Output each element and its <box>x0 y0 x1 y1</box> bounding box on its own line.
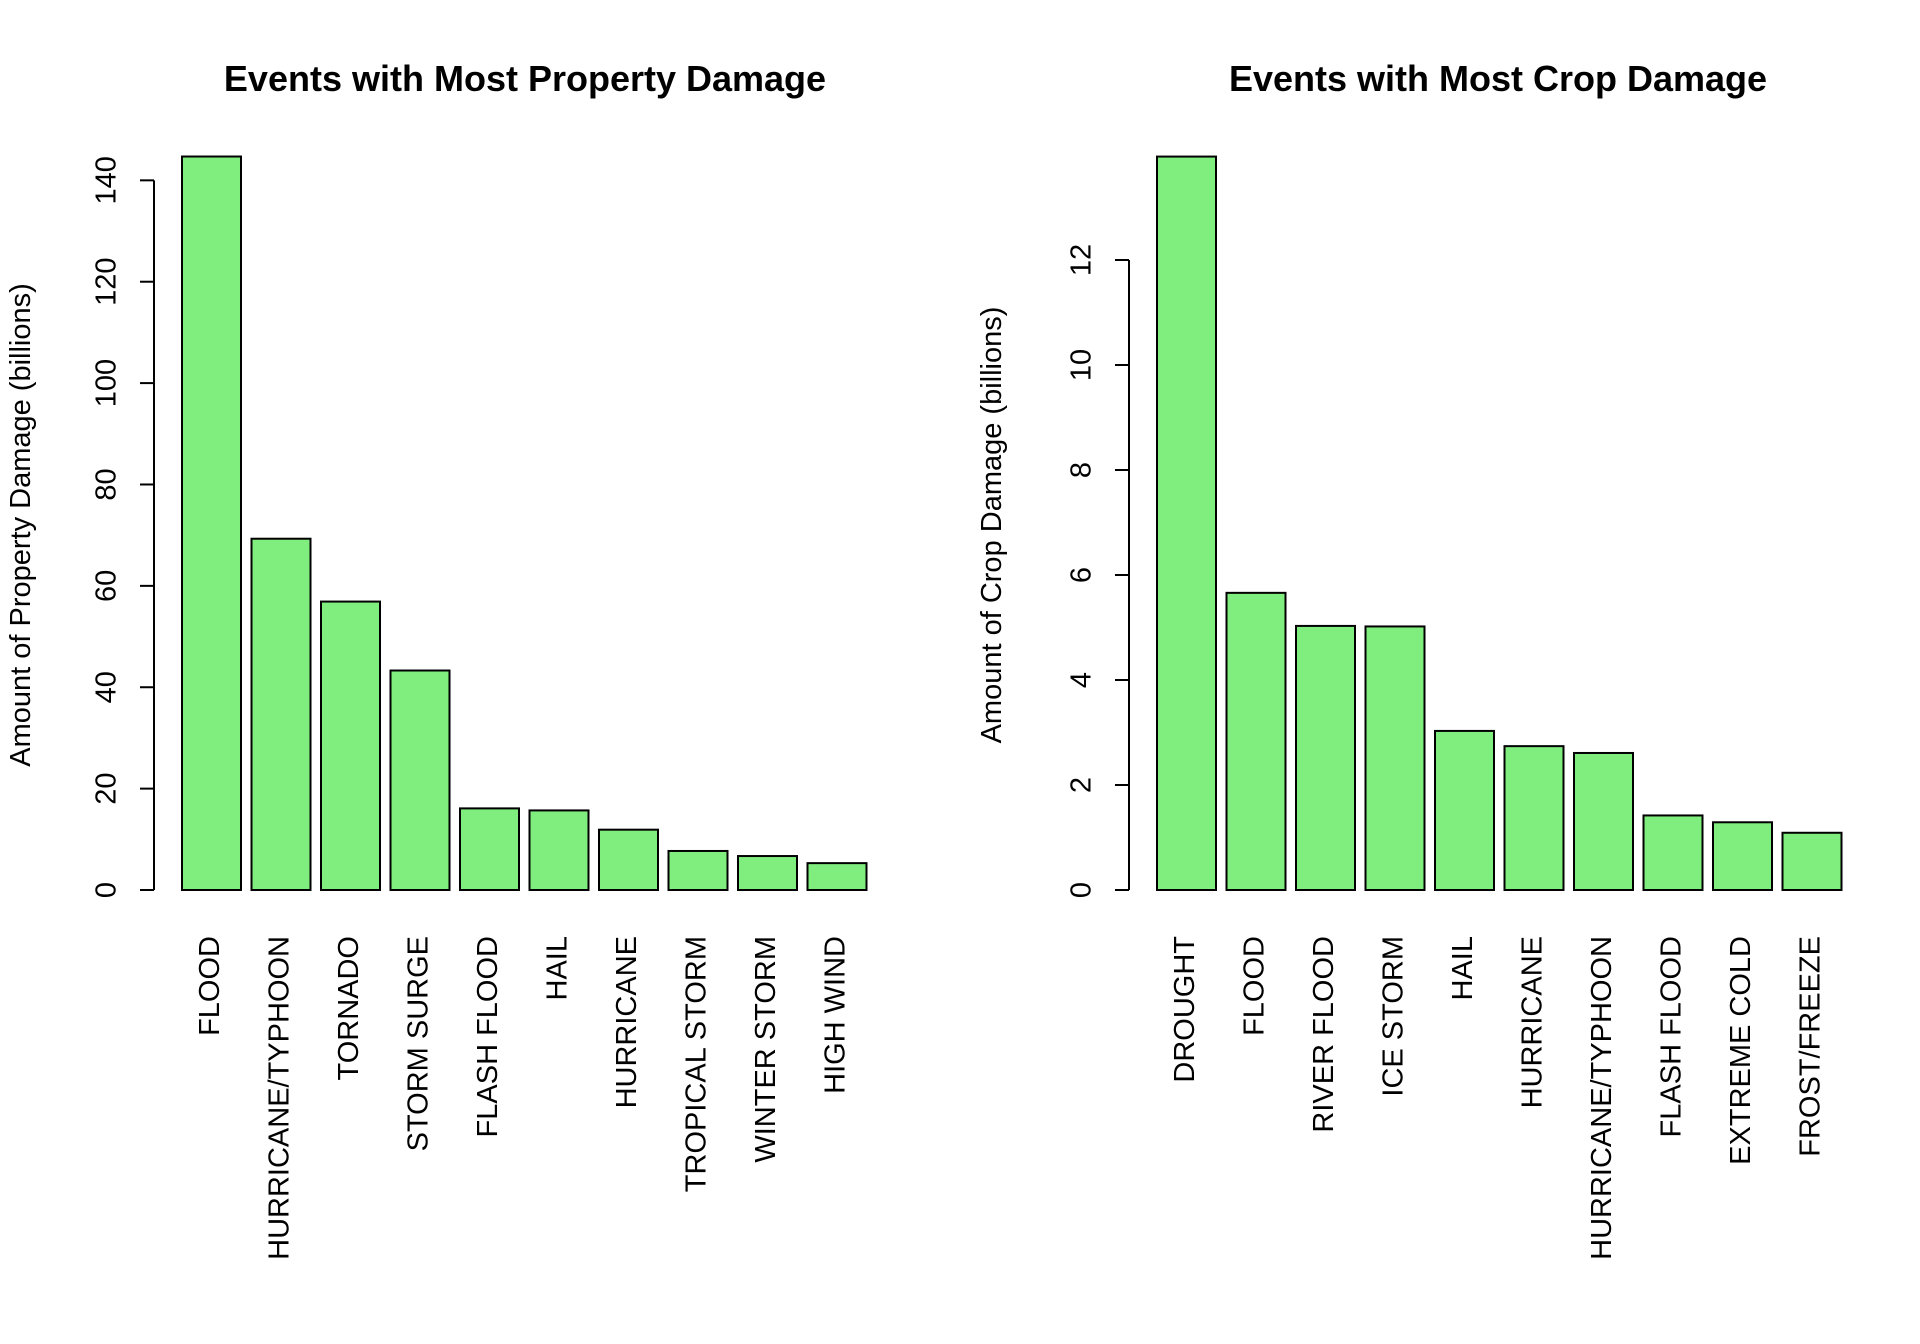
category-label: HAIL <box>542 936 574 1000</box>
y-axis: 0 20 40 60 80 100 120 140 <box>91 156 155 898</box>
category-label: HIGH WIND <box>820 936 852 1094</box>
bar <box>320 600 381 891</box>
y-axis-label: Amount of Property Damage (billions) <box>5 283 37 767</box>
bar <box>598 828 659 892</box>
category-label: TORNADO <box>333 936 365 1080</box>
bar <box>1642 814 1704 892</box>
y-tick-label: 100 <box>91 359 123 407</box>
y-tick-label: 60 <box>91 570 123 602</box>
y-tick-label: 0 <box>91 882 123 898</box>
category-label: STORM SURGE <box>403 936 435 1151</box>
bar <box>667 849 729 892</box>
category-label: HURRICANE/TYPHOON <box>1586 936 1618 1260</box>
bar <box>1573 751 1634 891</box>
bar <box>1295 624 1356 891</box>
bar <box>737 855 798 891</box>
y-tick-label: 4 <box>1066 672 1098 688</box>
category-label: DROUGHT <box>1169 936 1201 1083</box>
y-tick-label: 120 <box>91 258 123 306</box>
bar <box>250 537 312 891</box>
y-tick-label: 10 <box>1066 349 1098 381</box>
category-label: HAIL <box>1447 936 1479 1000</box>
y-tick-label: 40 <box>91 671 123 703</box>
y-tick-label: 0 <box>1066 882 1098 898</box>
category-label: RIVER FLOOD <box>1308 936 1340 1133</box>
y-axis: 0 2 4 6 8 10 12 <box>1066 244 1130 898</box>
bar <box>1434 729 1495 891</box>
category-labels: DROUGHT FLOOD RIVER FLOOD ICE STORM HAIL HURR… <box>1169 936 1827 1260</box>
bar <box>1156 155 1217 891</box>
bars <box>1156 155 1843 892</box>
category-label: FLASH FLOOD <box>472 936 504 1137</box>
category-labels: FLOOD HURRICANE/TYPHOON TORNADO STORM SURGE… <box>194 936 852 1260</box>
bar <box>806 862 868 891</box>
y-tick-label: 20 <box>91 772 123 804</box>
y-axis-label: Amount of Crop Damage (billions) <box>976 307 1008 744</box>
bar <box>1781 831 1843 892</box>
category-label: FROST/FREEZE <box>1795 936 1827 1157</box>
bar <box>389 669 451 891</box>
crop-damage-chart: Events with Most Crop Damage Amount of C… <box>976 58 1843 1260</box>
bars <box>181 155 868 892</box>
bar <box>528 809 590 891</box>
bar <box>1712 821 1773 892</box>
bar <box>181 155 242 891</box>
chart-title: Events with Most Property Damage <box>224 58 826 99</box>
category-label: HURRICANE <box>1517 936 1549 1108</box>
y-tick-label: 6 <box>1066 567 1098 583</box>
y-tick-label: 12 <box>1066 244 1098 276</box>
category-label: HURRICANE <box>611 936 643 1108</box>
y-tick-label: 8 <box>1066 462 1098 478</box>
y-tick-label: 80 <box>91 468 123 500</box>
bar <box>1364 625 1426 891</box>
category-label: WINTER STORM <box>750 936 782 1163</box>
y-tick-label: 2 <box>1066 777 1098 793</box>
category-label: EXTREME COLD <box>1725 936 1757 1165</box>
property-damage-chart: Events with Most Property Damage Amount … <box>5 58 868 1260</box>
category-label: HURRICANE/TYPHOON <box>264 936 296 1260</box>
category-label: FLOOD <box>194 936 226 1036</box>
category-label: FLASH FLOOD <box>1656 936 1688 1137</box>
chart-title: Events with Most Crop Damage <box>1229 58 1767 99</box>
y-tick-label: 140 <box>91 156 123 204</box>
category-label: ICE STORM <box>1378 936 1410 1097</box>
bar <box>459 807 520 891</box>
bar <box>1503 745 1565 892</box>
bar <box>1225 591 1287 891</box>
category-label: TROPICAL STORM <box>681 936 713 1192</box>
category-label: FLOOD <box>1239 936 1271 1036</box>
